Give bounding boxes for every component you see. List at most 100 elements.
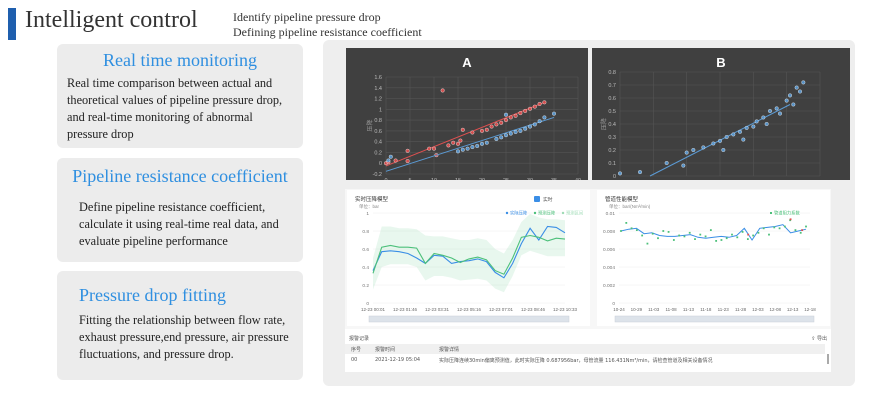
data-point: [386, 158, 391, 163]
card-pipeline-resistance: Pipeline resistance coefficient Define p…: [57, 158, 303, 262]
x-tick-label: 11-13: [683, 307, 695, 312]
data-point: [664, 160, 669, 165]
y-tick-label: 0.2: [374, 150, 382, 156]
y-tick-label: 0.6: [362, 247, 369, 253]
data-point: [523, 126, 528, 131]
chart-background: [346, 48, 588, 180]
data-point: [657, 237, 659, 240]
x-tick-label: 0: [384, 178, 387, 180]
subtitle-line: Defining pipeline resistance coefficient: [233, 25, 422, 39]
legend-item: 预测区间: [566, 210, 583, 217]
table-row[interactable]: 00 2021-12-19 05:04 实际压降连续30min偏离预测值，此时实…: [345, 355, 825, 365]
data-point: [805, 225, 807, 228]
data-point: [651, 232, 654, 235]
data-point: [527, 124, 532, 129]
data-point: [789, 219, 792, 222]
scrollbar[interactable]: [827, 354, 829, 364]
data-point: [527, 106, 532, 111]
data-point: [731, 233, 733, 236]
data-point: [715, 240, 718, 242]
card-text: Define pipeline resistance coefficient, …: [79, 200, 279, 248]
data-point: [767, 109, 772, 114]
data-point: [427, 146, 432, 151]
card-real-time-monitoring: Real time monitoring Real time compariso…: [57, 44, 303, 148]
cell: 实际压降连续30min偏离预测值，此时实际压降 0.687956bar，母管流量…: [439, 358, 713, 364]
data-point: [513, 129, 518, 134]
chart-title: A: [462, 55, 472, 70]
trendline: [385, 101, 545, 167]
data-point: [764, 121, 769, 126]
data-point: [757, 231, 760, 234]
alert-point: [789, 218, 792, 221]
data-point: [744, 125, 749, 130]
zoom-slider[interactable]: [368, 315, 570, 323]
x-tick-label: 20: [479, 178, 485, 180]
data-point: [465, 146, 470, 151]
x-tick-label: 15: [455, 178, 461, 180]
x-tick-label: 11-28: [735, 307, 747, 312]
data-point: [551, 111, 556, 116]
data-point: [451, 140, 456, 145]
col-header: 报警详情: [439, 347, 460, 353]
realtime-checkbox[interactable]: [534, 196, 540, 202]
data-point: [736, 236, 739, 239]
data-point: [460, 147, 465, 152]
y-tick-label: 0.002: [603, 283, 615, 289]
series-line: [372, 225, 566, 279]
card-text: Fitting the relationship between flow ra…: [79, 313, 289, 361]
export-button[interactable]: ⇪ 导出: [811, 336, 827, 342]
chart-a: A-0.200.20.40.60.811.21.41.6051015202530…: [346, 48, 588, 180]
checkbox-label: 实时: [543, 196, 553, 203]
x-tick-label: 11-03: [648, 307, 660, 312]
data-point: [794, 85, 799, 90]
y-tick-label: 0.8: [608, 70, 616, 76]
data-point: [484, 127, 489, 132]
cell: 2021-12-19 05:04: [375, 357, 421, 363]
data-point: [731, 132, 736, 137]
data-point: [499, 135, 504, 140]
data-point: [440, 88, 445, 93]
x-tick-label: 12-18: [804, 307, 816, 312]
y-tick-label: 0.4: [608, 122, 616, 128]
data-point: [532, 104, 537, 109]
y-tick-label: 0.7: [608, 83, 616, 89]
y-tick-label: 0: [612, 301, 615, 307]
y-tick-label: 0.006: [603, 247, 615, 253]
data-point: [532, 122, 537, 127]
y-tick-label: -0.2: [373, 172, 382, 178]
data-point: [446, 143, 451, 148]
chart-title: B: [716, 55, 725, 70]
x-tick-label: 40: [575, 178, 581, 180]
data-point: [542, 115, 547, 120]
data-point: [537, 101, 542, 106]
data-point: [620, 230, 622, 232]
data-point: [662, 230, 665, 232]
data-point: [787, 93, 792, 98]
data-point: [455, 149, 460, 154]
data-point: [405, 148, 410, 153]
x-tick-label: 30: [527, 178, 533, 180]
data-point: [503, 133, 508, 138]
y-tick-label: 0.01: [606, 211, 616, 217]
data-point: [460, 127, 465, 132]
x-tick-label: 12-23 00:01: [361, 307, 386, 312]
x-tick-label: 12-23 08:46: [521, 307, 546, 312]
data-point: [455, 141, 460, 146]
data-point: [797, 89, 802, 94]
data-point: [701, 145, 706, 150]
col-header: 报警时间: [375, 347, 396, 353]
zoom-slider[interactable]: [614, 315, 815, 323]
chart-background: [592, 48, 850, 180]
series-line: [372, 234, 566, 275]
y-tick-label: 0.2: [608, 148, 616, 154]
data-point: [479, 141, 484, 146]
chart-background: [597, 190, 830, 326]
data-point: [470, 145, 475, 150]
x-tick-label: 12-08: [770, 307, 782, 312]
x-tick-label: 12-13: [787, 307, 799, 312]
data-point: [791, 102, 796, 107]
data-point: [774, 106, 779, 111]
y-tick-label: 1.2: [374, 97, 382, 103]
data-point: [431, 146, 436, 151]
